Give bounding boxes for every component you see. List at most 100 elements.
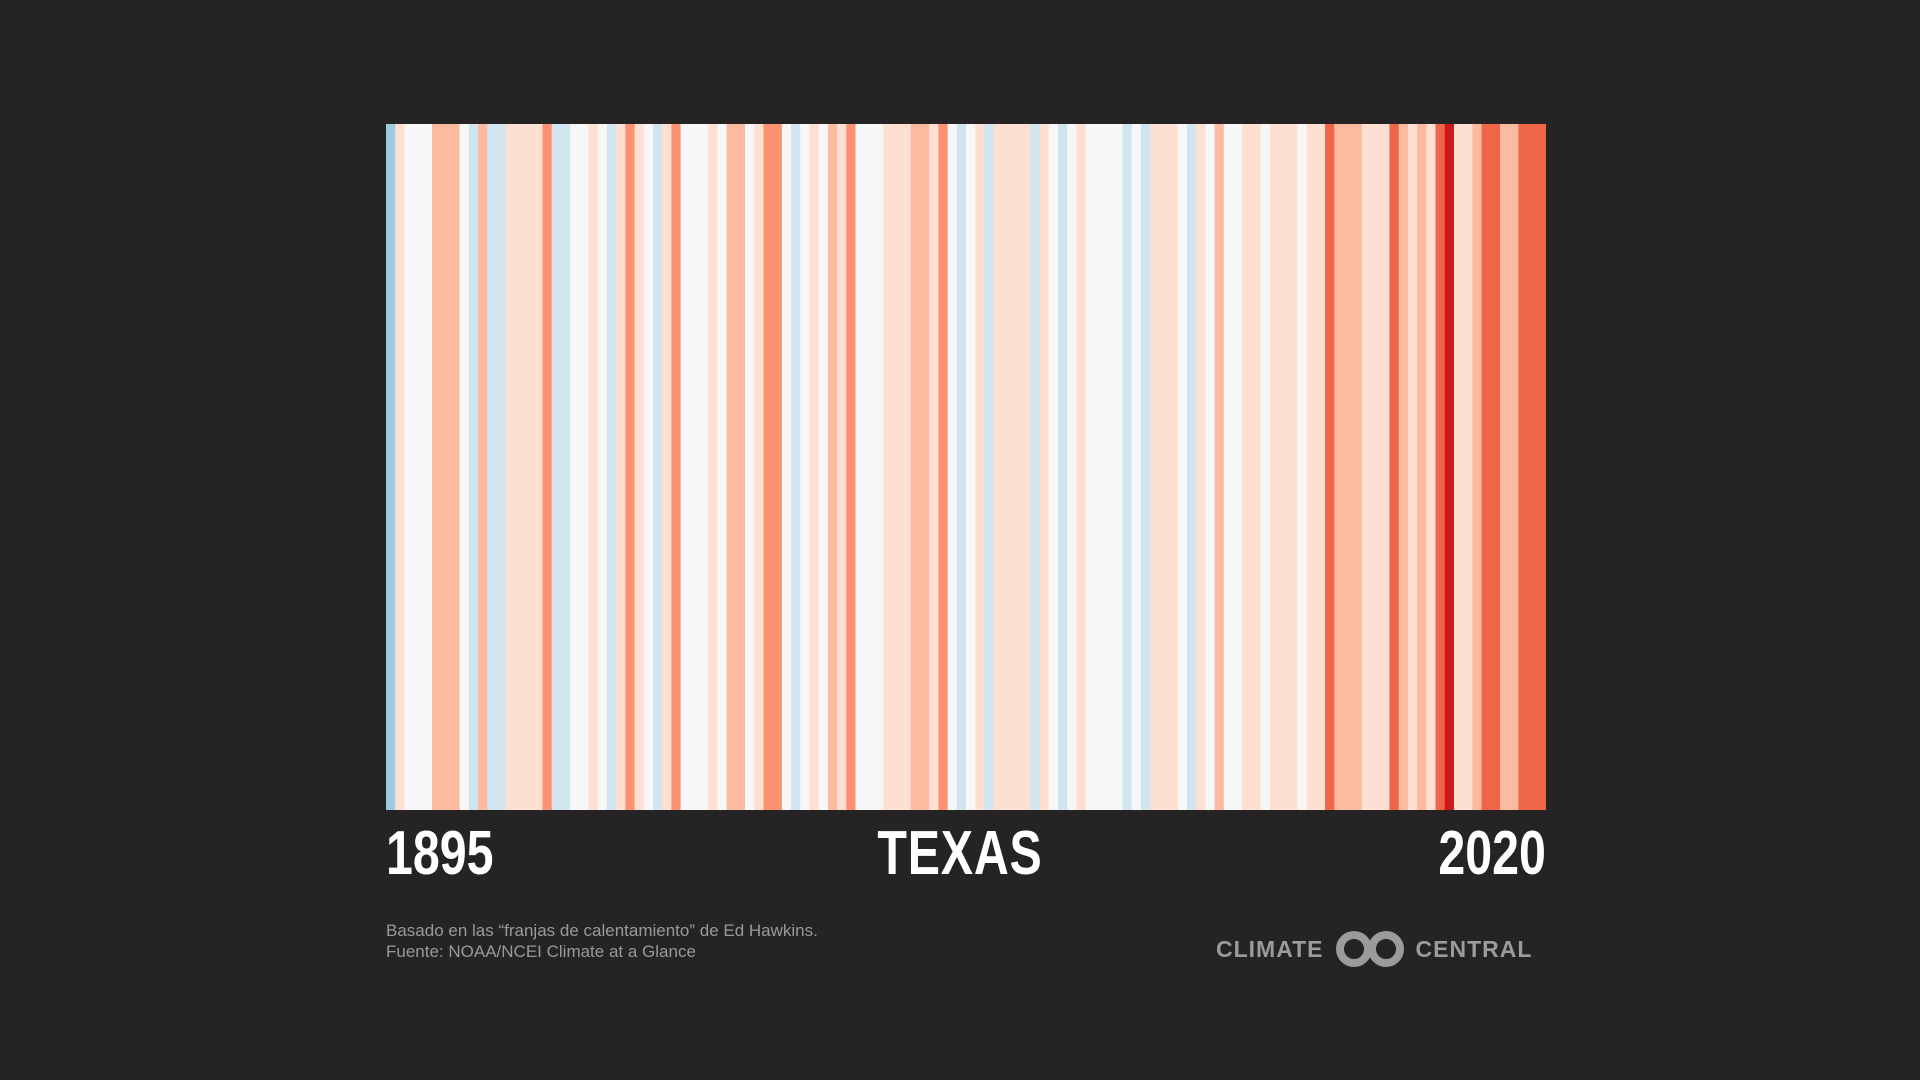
stripe-1993 (1288, 124, 1299, 810)
stripe-1918 (597, 124, 608, 810)
stripe-1976 (1131, 124, 1142, 810)
stripe-2017 (1509, 124, 1519, 810)
stripe-1961 (993, 124, 1004, 810)
stripe-1912 (542, 124, 553, 810)
stripe-1914 (560, 124, 571, 810)
stripe-1903 (459, 124, 470, 810)
stripe-1982 (1186, 124, 1197, 810)
stripe-1981 (1177, 124, 1188, 810)
logo-text-central: CENTRAL (1415, 935, 1533, 962)
stripe-2020 (1536, 124, 1546, 810)
stripe-1999 (1343, 124, 1354, 810)
stripe-1996 (1315, 124, 1326, 810)
stripe-2013 (1472, 124, 1483, 810)
stripe-1919 (606, 124, 617, 810)
stripe-1926 (671, 124, 682, 810)
stripe-1992 (1279, 124, 1289, 810)
stripe-1922 (634, 124, 645, 810)
stripe-1968 (1058, 124, 1068, 810)
stripe-1902 (450, 124, 461, 810)
stripe-1958 (966, 124, 976, 810)
stripe-1949 (883, 124, 893, 810)
stripe-1899 (422, 124, 433, 810)
stripe-1983 (1196, 124, 1206, 810)
interlocking-rings-icon (1335, 931, 1404, 967)
stripe-1939 (791, 124, 801, 810)
stripe-1945 (846, 124, 857, 810)
stripe-1915 (570, 124, 580, 810)
stripe-1938 (781, 124, 792, 810)
stripe-1967 (1048, 124, 1059, 810)
warming-stripes-chart (386, 124, 1546, 810)
stripe-2010 (1444, 124, 1455, 810)
stripe-1988 (1242, 124, 1252, 810)
stripe-1980 (1168, 124, 1179, 810)
stripe-1969 (1067, 124, 1078, 810)
stripe-1901 (441, 124, 452, 810)
stripe-1995 (1306, 124, 1317, 810)
stripe-1933 (735, 124, 746, 810)
stripe-1948 (873, 124, 884, 810)
stripe-1935 (754, 124, 765, 810)
stripe-1931 (717, 124, 728, 810)
stripe-1908 (505, 124, 516, 810)
stripe-1910 (524, 124, 534, 810)
end-year-label: 2020 (1438, 819, 1546, 888)
stripe-2009 (1435, 124, 1446, 810)
stripe-2001 (1361, 124, 1372, 810)
stripe-1964 (1021, 124, 1032, 810)
stripe-1911 (533, 124, 544, 810)
stripe-1994 (1297, 124, 1308, 810)
stripe-1954 (929, 124, 939, 810)
stripe-1946 (855, 124, 866, 810)
stripe-1953 (919, 124, 930, 810)
credit-line-source: Fuente: NOAA/NCEI Climate at a Glance (386, 942, 696, 961)
stripe-1959 (975, 124, 986, 810)
stripe-1965 (1030, 124, 1041, 810)
stripe-1974 (1113, 124, 1124, 810)
stripe-1925 (662, 124, 672, 810)
stripe-1917 (588, 124, 599, 810)
logo-text-climate: CLIMATE (1216, 935, 1324, 962)
stripe-1940 (800, 124, 811, 810)
stripe-2014 (1481, 124, 1492, 810)
stripe-1957 (956, 124, 967, 810)
stripe-1979 (1159, 124, 1170, 810)
stripe-1929 (699, 124, 709, 810)
stripe-1950 (892, 124, 903, 810)
stripe-1984 (1205, 124, 1216, 810)
stripe-2006 (1407, 124, 1418, 810)
stripe-1966 (1039, 124, 1050, 810)
stripe-1937 (772, 124, 783, 810)
stripe-1941 (809, 124, 820, 810)
stripe-1947 (864, 124, 875, 810)
stripe-1962 (1002, 124, 1013, 810)
stripe-1985 (1214, 124, 1225, 810)
stripe-1951 (901, 124, 912, 810)
stripe-1936 (763, 124, 774, 810)
stripe-1963 (1012, 124, 1022, 810)
stripe-2003 (1380, 124, 1391, 810)
stripe-1928 (689, 124, 700, 810)
stripe-1930 (708, 124, 719, 810)
stripe-1997 (1325, 124, 1335, 810)
stripe-2007 (1417, 124, 1427, 810)
stripe-1934 (745, 124, 755, 810)
stripe-2011 (1453, 124, 1464, 810)
stripe-1895 (386, 124, 396, 810)
stripe-1998 (1334, 124, 1345, 810)
stripe-1927 (680, 124, 691, 810)
stripe-1898 (413, 124, 424, 810)
stripe-2012 (1463, 124, 1473, 810)
stripe-2015 (1490, 124, 1501, 810)
stripe-2004 (1389, 124, 1400, 810)
stripe-1916 (579, 124, 590, 810)
start-year-label: 1895 (386, 819, 494, 888)
stripe-1900 (432, 124, 442, 810)
stripe-1921 (625, 124, 636, 810)
stripe-2000 (1352, 124, 1363, 810)
stripe-1909 (514, 124, 525, 810)
stripe-1956 (947, 124, 958, 810)
stripe-1975 (1122, 124, 1133, 810)
credit-line-attribution: Basado en las “franjas de calentamiento”… (386, 921, 818, 940)
